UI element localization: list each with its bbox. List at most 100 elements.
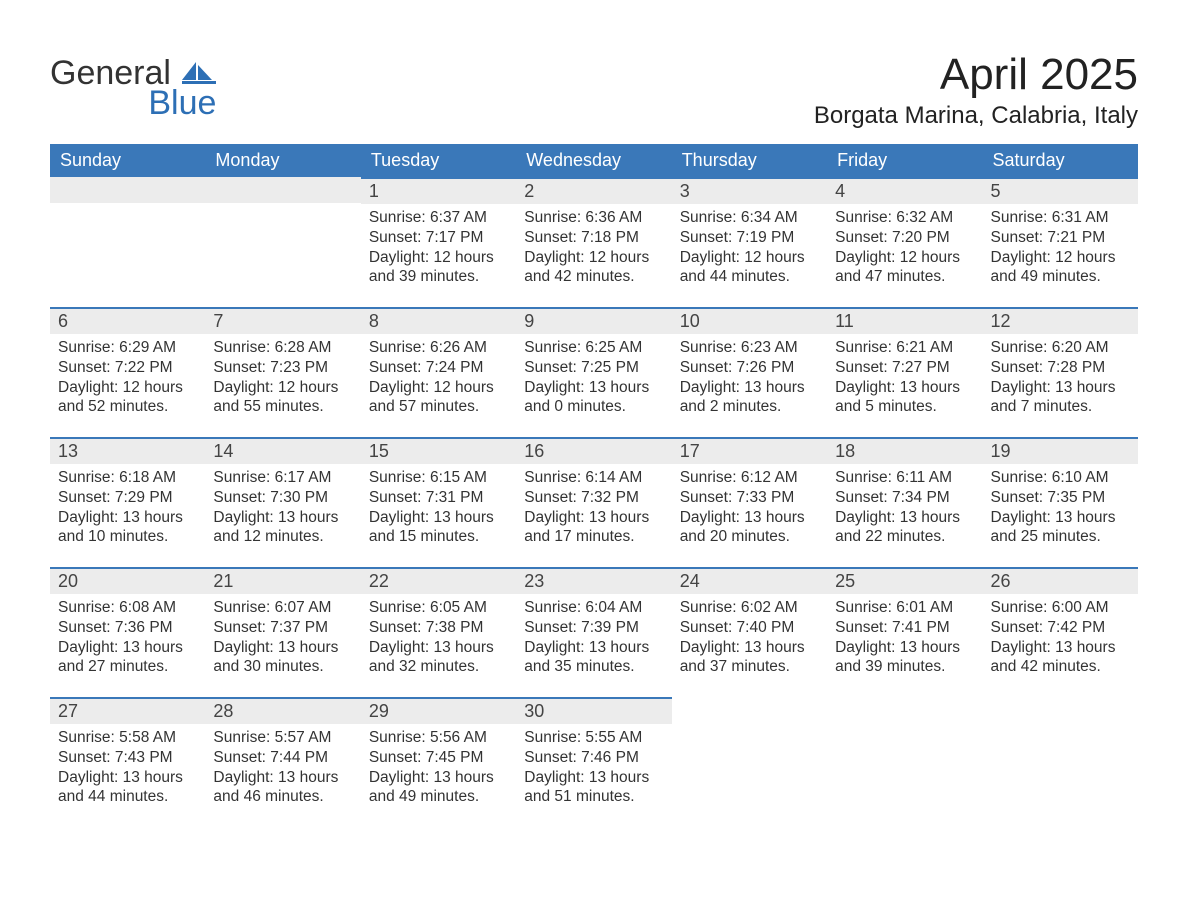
sunset-text: Sunset: 7:30 PM [213, 488, 352, 508]
day-body: Sunrise: 6:25 AMSunset: 7:25 PMDaylight:… [516, 334, 671, 427]
day-body: Sunrise: 6:14 AMSunset: 7:32 PMDaylight:… [516, 464, 671, 557]
daylight-text: Daylight: 13 hours and 37 minutes. [680, 638, 819, 678]
calendar-cell: 11Sunrise: 6:21 AMSunset: 7:27 PMDayligh… [827, 307, 982, 437]
sunset-text: Sunset: 7:39 PM [524, 618, 663, 638]
sunrise-text: Sunrise: 6:12 AM [680, 468, 819, 488]
sunrise-text: Sunrise: 6:00 AM [991, 598, 1130, 618]
sunset-text: Sunset: 7:44 PM [213, 748, 352, 768]
day-number: 14 [205, 437, 360, 464]
day-body: Sunrise: 6:21 AMSunset: 7:27 PMDaylight:… [827, 334, 982, 427]
calendar-cell: 9Sunrise: 6:25 AMSunset: 7:25 PMDaylight… [516, 307, 671, 437]
day-number: 22 [361, 567, 516, 594]
daylight-text: Daylight: 13 hours and 39 minutes. [835, 638, 974, 678]
calendar-cell: 18Sunrise: 6:11 AMSunset: 7:34 PMDayligh… [827, 437, 982, 567]
daylight-text: Daylight: 13 hours and 32 minutes. [369, 638, 508, 678]
daylight-text: Daylight: 13 hours and 22 minutes. [835, 508, 974, 548]
daylight-text: Daylight: 12 hours and 57 minutes. [369, 378, 508, 418]
daylight-text: Daylight: 13 hours and 15 minutes. [369, 508, 508, 548]
day-number: 24 [672, 567, 827, 594]
day-header: Monday [205, 144, 360, 177]
daylight-text: Daylight: 13 hours and 44 minutes. [58, 768, 197, 808]
calendar-cell: 1Sunrise: 6:37 AMSunset: 7:17 PMDaylight… [361, 177, 516, 307]
day-body: Sunrise: 5:57 AMSunset: 7:44 PMDaylight:… [205, 724, 360, 817]
day-header: Saturday [983, 144, 1138, 177]
sunrise-text: Sunrise: 6:17 AM [213, 468, 352, 488]
sunset-text: Sunset: 7:21 PM [991, 228, 1130, 248]
calendar-head: SundayMondayTuesdayWednesdayThursdayFrid… [50, 144, 1138, 177]
calendar-page: General Blue April 2025 Borgata Marina, … [0, 0, 1188, 857]
daylight-text: Daylight: 12 hours and 42 minutes. [524, 248, 663, 288]
day-body: Sunrise: 6:12 AMSunset: 7:33 PMDaylight:… [672, 464, 827, 557]
sunrise-text: Sunrise: 6:28 AM [213, 338, 352, 358]
sunset-text: Sunset: 7:20 PM [835, 228, 974, 248]
sunset-text: Sunset: 7:34 PM [835, 488, 974, 508]
sunset-text: Sunset: 7:32 PM [524, 488, 663, 508]
day-number: 2 [516, 177, 671, 204]
sunrise-text: Sunrise: 6:29 AM [58, 338, 197, 358]
sunset-text: Sunset: 7:29 PM [58, 488, 197, 508]
sunrise-text: Sunrise: 6:15 AM [369, 468, 508, 488]
day-number: 7 [205, 307, 360, 334]
calendar-week: 27Sunrise: 5:58 AMSunset: 7:43 PMDayligh… [50, 697, 1138, 827]
day-number: 25 [827, 567, 982, 594]
calendar-cell: 23Sunrise: 6:04 AMSunset: 7:39 PMDayligh… [516, 567, 671, 697]
day-body: Sunrise: 5:55 AMSunset: 7:46 PMDaylight:… [516, 724, 671, 817]
daylight-text: Daylight: 12 hours and 44 minutes. [680, 248, 819, 288]
day-body: Sunrise: 6:17 AMSunset: 7:30 PMDaylight:… [205, 464, 360, 557]
day-body: Sunrise: 6:18 AMSunset: 7:29 PMDaylight:… [50, 464, 205, 557]
sunrise-text: Sunrise: 5:56 AM [369, 728, 508, 748]
daylight-text: Daylight: 13 hours and 2 minutes. [680, 378, 819, 418]
calendar-cell: 28Sunrise: 5:57 AMSunset: 7:44 PMDayligh… [205, 697, 360, 827]
calendar-cell: 20Sunrise: 6:08 AMSunset: 7:36 PMDayligh… [50, 567, 205, 697]
day-header: Wednesday [516, 144, 671, 177]
daylight-text: Daylight: 13 hours and 17 minutes. [524, 508, 663, 548]
calendar-cell [672, 697, 827, 827]
sunrise-text: Sunrise: 6:20 AM [991, 338, 1130, 358]
day-number: 1 [361, 177, 516, 204]
month-title: April 2025 [814, 50, 1138, 100]
day-number: 26 [983, 567, 1138, 594]
day-number [50, 177, 205, 203]
day-number: 30 [516, 697, 671, 724]
calendar-week: 6Sunrise: 6:29 AMSunset: 7:22 PMDaylight… [50, 307, 1138, 437]
sunrise-text: Sunrise: 6:25 AM [524, 338, 663, 358]
day-header: Friday [827, 144, 982, 177]
sunset-text: Sunset: 7:46 PM [524, 748, 663, 768]
day-number: 12 [983, 307, 1138, 334]
daylight-text: Daylight: 13 hours and 25 minutes. [991, 508, 1130, 548]
day-number: 8 [361, 307, 516, 334]
calendar-cell: 12Sunrise: 6:20 AMSunset: 7:28 PMDayligh… [983, 307, 1138, 437]
daylight-text: Daylight: 13 hours and 51 minutes. [524, 768, 663, 808]
daylight-text: Daylight: 13 hours and 27 minutes. [58, 638, 197, 678]
day-body: Sunrise: 6:34 AMSunset: 7:19 PMDaylight:… [672, 204, 827, 297]
day-number: 21 [205, 567, 360, 594]
calendar-cell [827, 697, 982, 827]
daylight-text: Daylight: 13 hours and 49 minutes. [369, 768, 508, 808]
daylight-text: Daylight: 13 hours and 35 minutes. [524, 638, 663, 678]
calendar-cell: 29Sunrise: 5:56 AMSunset: 7:45 PMDayligh… [361, 697, 516, 827]
day-body: Sunrise: 6:11 AMSunset: 7:34 PMDaylight:… [827, 464, 982, 557]
calendar-cell: 16Sunrise: 6:14 AMSunset: 7:32 PMDayligh… [516, 437, 671, 567]
calendar-week: 1Sunrise: 6:37 AMSunset: 7:17 PMDaylight… [50, 177, 1138, 307]
sunset-text: Sunset: 7:26 PM [680, 358, 819, 378]
header-row: General Blue April 2025 Borgata Marina, … [50, 50, 1138, 140]
day-number: 5 [983, 177, 1138, 204]
daylight-text: Daylight: 13 hours and 5 minutes. [835, 378, 974, 418]
day-number: 23 [516, 567, 671, 594]
day-number: 27 [50, 697, 205, 724]
day-body: Sunrise: 6:23 AMSunset: 7:26 PMDaylight:… [672, 334, 827, 427]
calendar-cell: 24Sunrise: 6:02 AMSunset: 7:40 PMDayligh… [672, 567, 827, 697]
sunset-text: Sunset: 7:35 PM [991, 488, 1130, 508]
day-number: 28 [205, 697, 360, 724]
sunrise-text: Sunrise: 6:01 AM [835, 598, 974, 618]
calendar-cell: 10Sunrise: 6:23 AMSunset: 7:26 PMDayligh… [672, 307, 827, 437]
daylight-text: Daylight: 13 hours and 30 minutes. [213, 638, 352, 678]
sunset-text: Sunset: 7:42 PM [991, 618, 1130, 638]
sunset-text: Sunset: 7:31 PM [369, 488, 508, 508]
location: Borgata Marina, Calabria, Italy [814, 102, 1138, 130]
sunrise-text: Sunrise: 6:26 AM [369, 338, 508, 358]
day-number: 6 [50, 307, 205, 334]
daylight-text: Daylight: 13 hours and 46 minutes. [213, 768, 352, 808]
sunset-text: Sunset: 7:23 PM [213, 358, 352, 378]
sunrise-text: Sunrise: 6:11 AM [835, 468, 974, 488]
